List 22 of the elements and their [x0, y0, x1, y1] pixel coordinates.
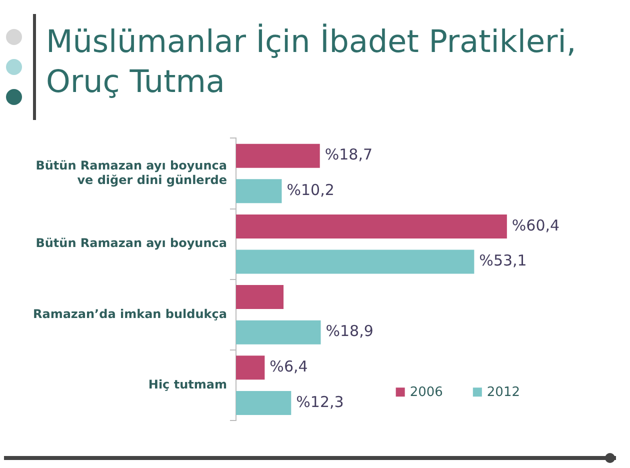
y-tick-label: Hiç tutmam [148, 377, 227, 392]
data-label: %6,4 [270, 358, 308, 376]
y-tick-label: Bütün Ramazan ayı boyunca ve diğer dini günlerde [36, 158, 227, 187]
bar [236, 250, 474, 274]
data-label: %18,7 [324, 146, 373, 164]
data-label: %18,9 [326, 322, 374, 340]
y-tick-label: Ramazan’da imkan buldukça [32, 306, 227, 321]
bar [236, 356, 265, 380]
bar [236, 214, 507, 238]
legend-label: 2006 [410, 384, 443, 400]
bar [236, 144, 320, 168]
bar [236, 179, 282, 204]
data-label: %60,4 [512, 216, 560, 234]
bar [236, 390, 292, 415]
bar [236, 320, 321, 344]
bar [236, 285, 284, 310]
y-tick-label: Bütün Ramazan ayı boyunca [36, 236, 227, 250]
data-label: %12,3 [296, 392, 344, 411]
legend-label: 2012 [486, 384, 520, 400]
chart-title: Müslümanlar İçin İbadet Pratikleri, Oruç Tutma [46, 22, 578, 102]
data-label: %53,1 [479, 252, 527, 270]
data-label: %10,2 [286, 181, 334, 200]
